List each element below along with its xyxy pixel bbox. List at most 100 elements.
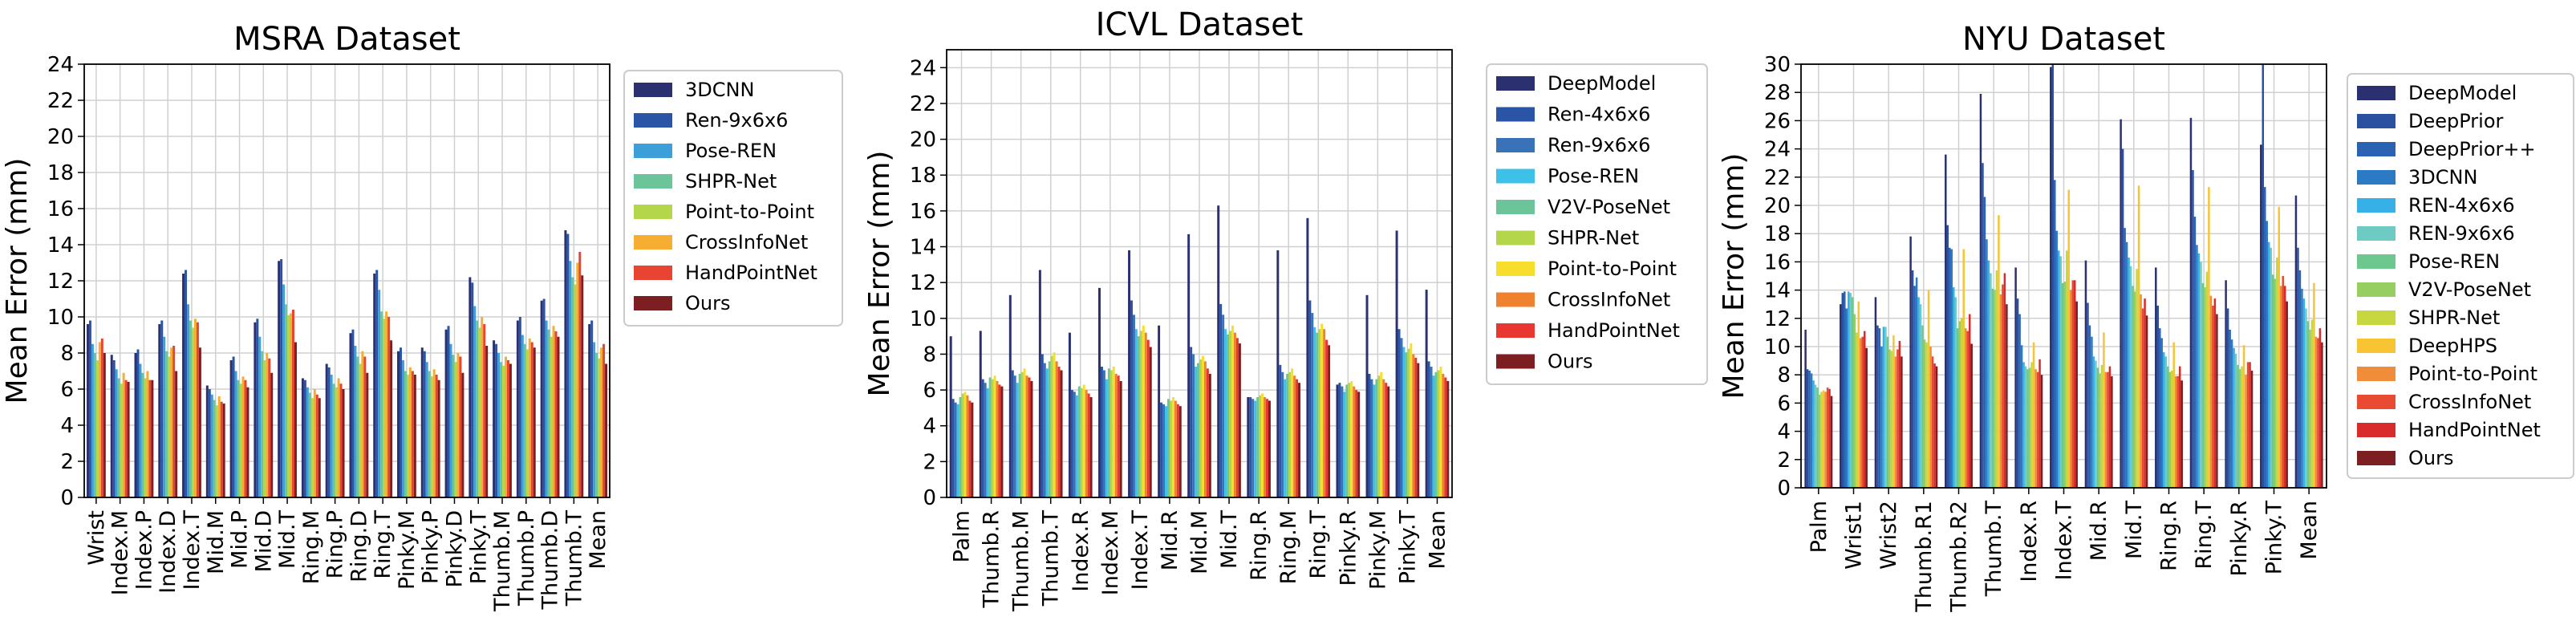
legend-swatch [634, 83, 672, 97]
bar [303, 379, 306, 497]
bar [294, 342, 297, 497]
bar [208, 389, 211, 497]
bar [266, 353, 269, 497]
bar [988, 377, 992, 497]
bar [1318, 329, 1321, 497]
bar [2164, 356, 2168, 488]
bar [518, 317, 521, 497]
bar [185, 270, 188, 497]
legend-entry: Point-to-Point [2408, 363, 2537, 385]
bar [1929, 347, 1932, 488]
bar [476, 320, 479, 497]
bar [533, 347, 536, 497]
y-tick-label: 14 [1764, 279, 1791, 303]
legend-entry: 3DCNN [2408, 166, 2477, 189]
bar [1323, 329, 1326, 497]
bar [278, 261, 281, 497]
bar [292, 310, 294, 497]
bar [189, 320, 192, 497]
bar [1365, 294, 1369, 497]
bar [2108, 366, 2112, 488]
bar [1268, 400, 1271, 497]
bar [2159, 328, 2161, 488]
bar [168, 356, 171, 497]
bar [423, 351, 426, 497]
bar [2120, 119, 2122, 488]
legend-swatch [1496, 200, 1535, 214]
bar [1894, 356, 1897, 488]
bar [1281, 371, 1284, 497]
bar [1407, 348, 1410, 497]
bar [1446, 380, 1450, 497]
y-tick-label: 4 [1777, 420, 1791, 444]
bar [1146, 339, 1150, 497]
bar [93, 353, 96, 497]
y-tick-label: 12 [47, 270, 74, 294]
bar [469, 277, 472, 497]
bar [98, 342, 101, 497]
bar [318, 398, 321, 497]
bar [1187, 233, 1191, 497]
bar [500, 362, 503, 497]
x-tick-label: Mid.R [2087, 501, 2112, 561]
bar [1320, 323, 1324, 497]
bar [124, 379, 128, 497]
chart-title: MSRA Dataset [233, 21, 460, 58]
bar [2160, 338, 2164, 488]
bar [1986, 239, 1988, 488]
bar [373, 274, 376, 497]
bar [383, 319, 386, 497]
bar [308, 392, 311, 497]
bar [1414, 357, 1418, 497]
legend-swatch [1496, 76, 1535, 91]
bar [1994, 290, 1996, 488]
bar [2241, 366, 2243, 488]
bar [1114, 373, 1118, 497]
bar [1991, 288, 1994, 488]
bar [241, 376, 245, 497]
bar [1946, 225, 1949, 488]
bar [1861, 336, 1864, 488]
bar [1013, 375, 1016, 497]
legend-entry: DeepModel [2408, 82, 2517, 104]
bar [2189, 117, 2193, 488]
bar [1925, 342, 1928, 488]
x-tick-label: Pinky.R [2227, 501, 2252, 576]
bar [1266, 399, 1268, 497]
bar [432, 369, 436, 497]
x-tick-label: Ring.T [2192, 500, 2217, 569]
bar [1439, 367, 1442, 497]
bar [2107, 371, 2109, 488]
bar [1048, 361, 1051, 497]
bar [103, 353, 106, 497]
bar [1960, 318, 1963, 488]
bar [1841, 293, 1844, 488]
bar [1402, 347, 1406, 497]
bar [2128, 258, 2130, 488]
bar [1884, 327, 1887, 488]
x-tick-label: Thumb.M [490, 510, 515, 612]
legend-swatch [1496, 230, 1535, 245]
bar [337, 378, 340, 497]
bar [485, 346, 489, 497]
bar [1296, 379, 1299, 497]
bar [2144, 298, 2146, 488]
y-tick-label: 18 [1764, 222, 1791, 246]
y-tick-label: 10 [910, 307, 936, 331]
x-tick-label: Index.M [1098, 510, 1123, 595]
bar [234, 371, 237, 497]
bar [1913, 286, 1916, 488]
bar [1171, 397, 1174, 497]
y-tick-label: 8 [60, 342, 74, 366]
x-tick-label: Mid.T [275, 509, 300, 569]
bar [1874, 297, 1877, 488]
bar [1160, 402, 1163, 497]
bar [2272, 274, 2274, 488]
bar [2111, 375, 2113, 488]
bar [2136, 269, 2138, 488]
bar [2087, 302, 2089, 488]
y-tick-label: 26 [1764, 109, 1791, 133]
legend-entry: Pose-REN [685, 140, 777, 162]
bar [361, 351, 364, 497]
x-tick-label: Mean [586, 510, 611, 570]
